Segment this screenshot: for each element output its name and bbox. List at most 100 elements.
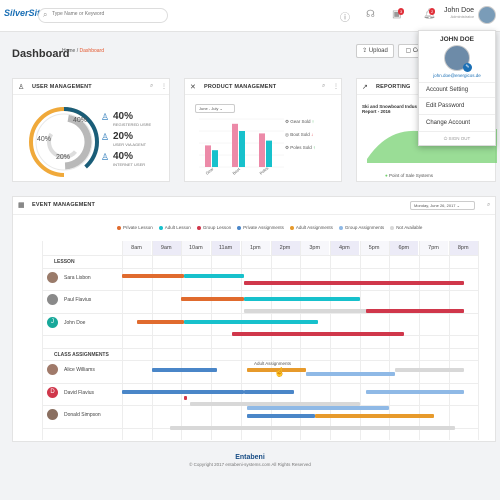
schedule-bar[interactable] [243,390,295,394]
tick-label: Gear [204,166,215,176]
person-name[interactable]: Sara Lisbon [64,275,91,281]
avatar [47,294,58,305]
legend-dot [289,225,294,230]
menu-avatar [444,45,470,71]
legend-item: Adult Lesson [158,225,191,230]
tick-label: Boot [231,166,241,176]
schedule-bar[interactable] [169,426,455,430]
schedule-bar[interactable] [184,274,244,278]
person-name[interactable]: Donald Simpson [64,412,101,418]
time-header: 11am [211,241,241,255]
schedule-bar[interactable] [136,320,185,324]
schedule-bar[interactable] [190,402,360,406]
footer-copyright: © Copyright 2017 entabeni-systems.com Al… [189,462,311,467]
schedule-bar[interactable] [231,332,405,336]
tick-label: Poles [258,165,269,175]
schedule-bar[interactable] [122,390,244,394]
legend-item: Group Assignments [338,225,384,230]
user-role: Administrator [450,14,474,19]
menu-email: john.doe@energicos.de [433,73,481,78]
page-title: Dashboard [12,48,70,60]
time-header: 5pm [359,241,389,255]
search-icon[interactable]: ⌕ [322,83,326,89]
schedule-bar[interactable] [315,414,434,418]
headset-icon[interactable]: ☊ [366,9,375,20]
report-subtitle: Ski and Snowboard Indus Report - 2016 [362,104,418,114]
schedule-bar[interactable] [243,281,464,285]
legend-dot [117,225,121,230]
menu-change-account[interactable]: Change Account [426,120,471,126]
schedule-bar[interactable] [122,274,185,278]
search-icon[interactable]: ⌕ [150,83,154,89]
person-name[interactable]: David Flavius [64,390,95,396]
person-name[interactable]: John Doe [64,320,86,326]
person-name[interactable]: Paul Flavius [64,297,92,303]
grid-line [419,241,420,440]
crumb-home[interactable]: Home [62,48,76,54]
top-bar: SilverSite★ ⌕ ⓘ ☊ ▣ 3 🔔︎ 2 John Doe Admi… [0,0,500,32]
grid-line [240,241,242,440]
schedule-bar[interactable] [243,309,464,313]
schedule-bar[interactable] [184,396,188,400]
person-name[interactable]: Alice Williams [64,367,95,373]
footer-brand: Entabeni [235,454,265,461]
legend-item: Group Lesson [196,225,231,230]
time-header: 9am [151,241,181,255]
schedule-bar[interactable] [246,414,316,418]
bar [259,133,265,167]
assignments-header: CLASS ASSIGNMENTS [54,352,109,358]
footer: Entabeni © Copyright 2017 entabeni-syste… [0,448,500,478]
time-header: 6pm [389,241,419,255]
user-menu[interactable]: John Doe Administrator [444,7,474,19]
grid-line [42,241,43,440]
schedule-bar[interactable] [365,390,464,394]
sign-out-button[interactable]: ⏻ SIGN OUT [443,136,471,141]
schedule-bar[interactable] [306,372,396,376]
avatar: J [47,317,58,328]
donut-label: 40% [37,136,52,143]
grid-line [42,313,479,314]
period-select[interactable]: June - July ⌄ [195,104,235,113]
schedule-bar[interactable] [243,297,360,301]
card-title: PRODUCT MANAGEMENT [204,84,277,90]
user-icon: ♙ [101,112,110,122]
search-icon[interactable]: ⌕ [487,202,491,208]
time-header: 10am [181,241,211,255]
schedule-bar[interactable] [365,309,464,313]
schedule-bar[interactable] [246,368,307,372]
user-name: John Doe [444,7,474,14]
internet-user-icon: ♙ [101,152,110,162]
date-select[interactable]: Monday, June 26, 2017 ⌄ [410,201,475,210]
alerts-icon[interactable]: ▣ [392,9,402,20]
time-header: 2pm [270,241,300,255]
legend-item: Not Available [390,225,422,230]
schedule-bar[interactable] [246,406,390,410]
schedule-bar[interactable] [395,368,464,372]
schedule-bar[interactable] [184,320,318,324]
more-icon[interactable]: ⋮ [333,84,339,90]
user-avatar[interactable] [478,6,496,24]
schedule-bar[interactable] [151,368,218,372]
bar [266,140,272,167]
avatar [47,364,58,375]
grid-line [329,241,331,440]
legend-boot: ◎ Boot Sold ↓ [285,132,314,137]
legend-dot [338,225,343,230]
grid-line [42,383,479,384]
upload-button[interactable]: ⇪ Upload [356,44,394,58]
stat-internet: ♙ 40% INTERNET USER [101,151,146,167]
search-box[interactable]: ⌕ [38,8,168,23]
info-icon[interactable]: ⓘ [340,13,350,24]
search-input[interactable] [52,11,162,17]
edit-icon[interactable]: ✎ [463,63,472,72]
card-title: REPORTING [376,84,411,90]
stat-agent: ♙ 20% USER VIA AGENT [101,131,147,147]
grid-line [181,241,183,440]
grid-line [42,360,479,361]
more-icon[interactable]: ⋮ [161,84,167,90]
menu-account-setting[interactable]: Account Setting [426,87,469,93]
legend-dot [196,225,201,230]
schedule-bar[interactable] [181,297,244,301]
user-donut-chart [29,107,99,177]
menu-edit-password[interactable]: Edit Password [426,103,465,109]
